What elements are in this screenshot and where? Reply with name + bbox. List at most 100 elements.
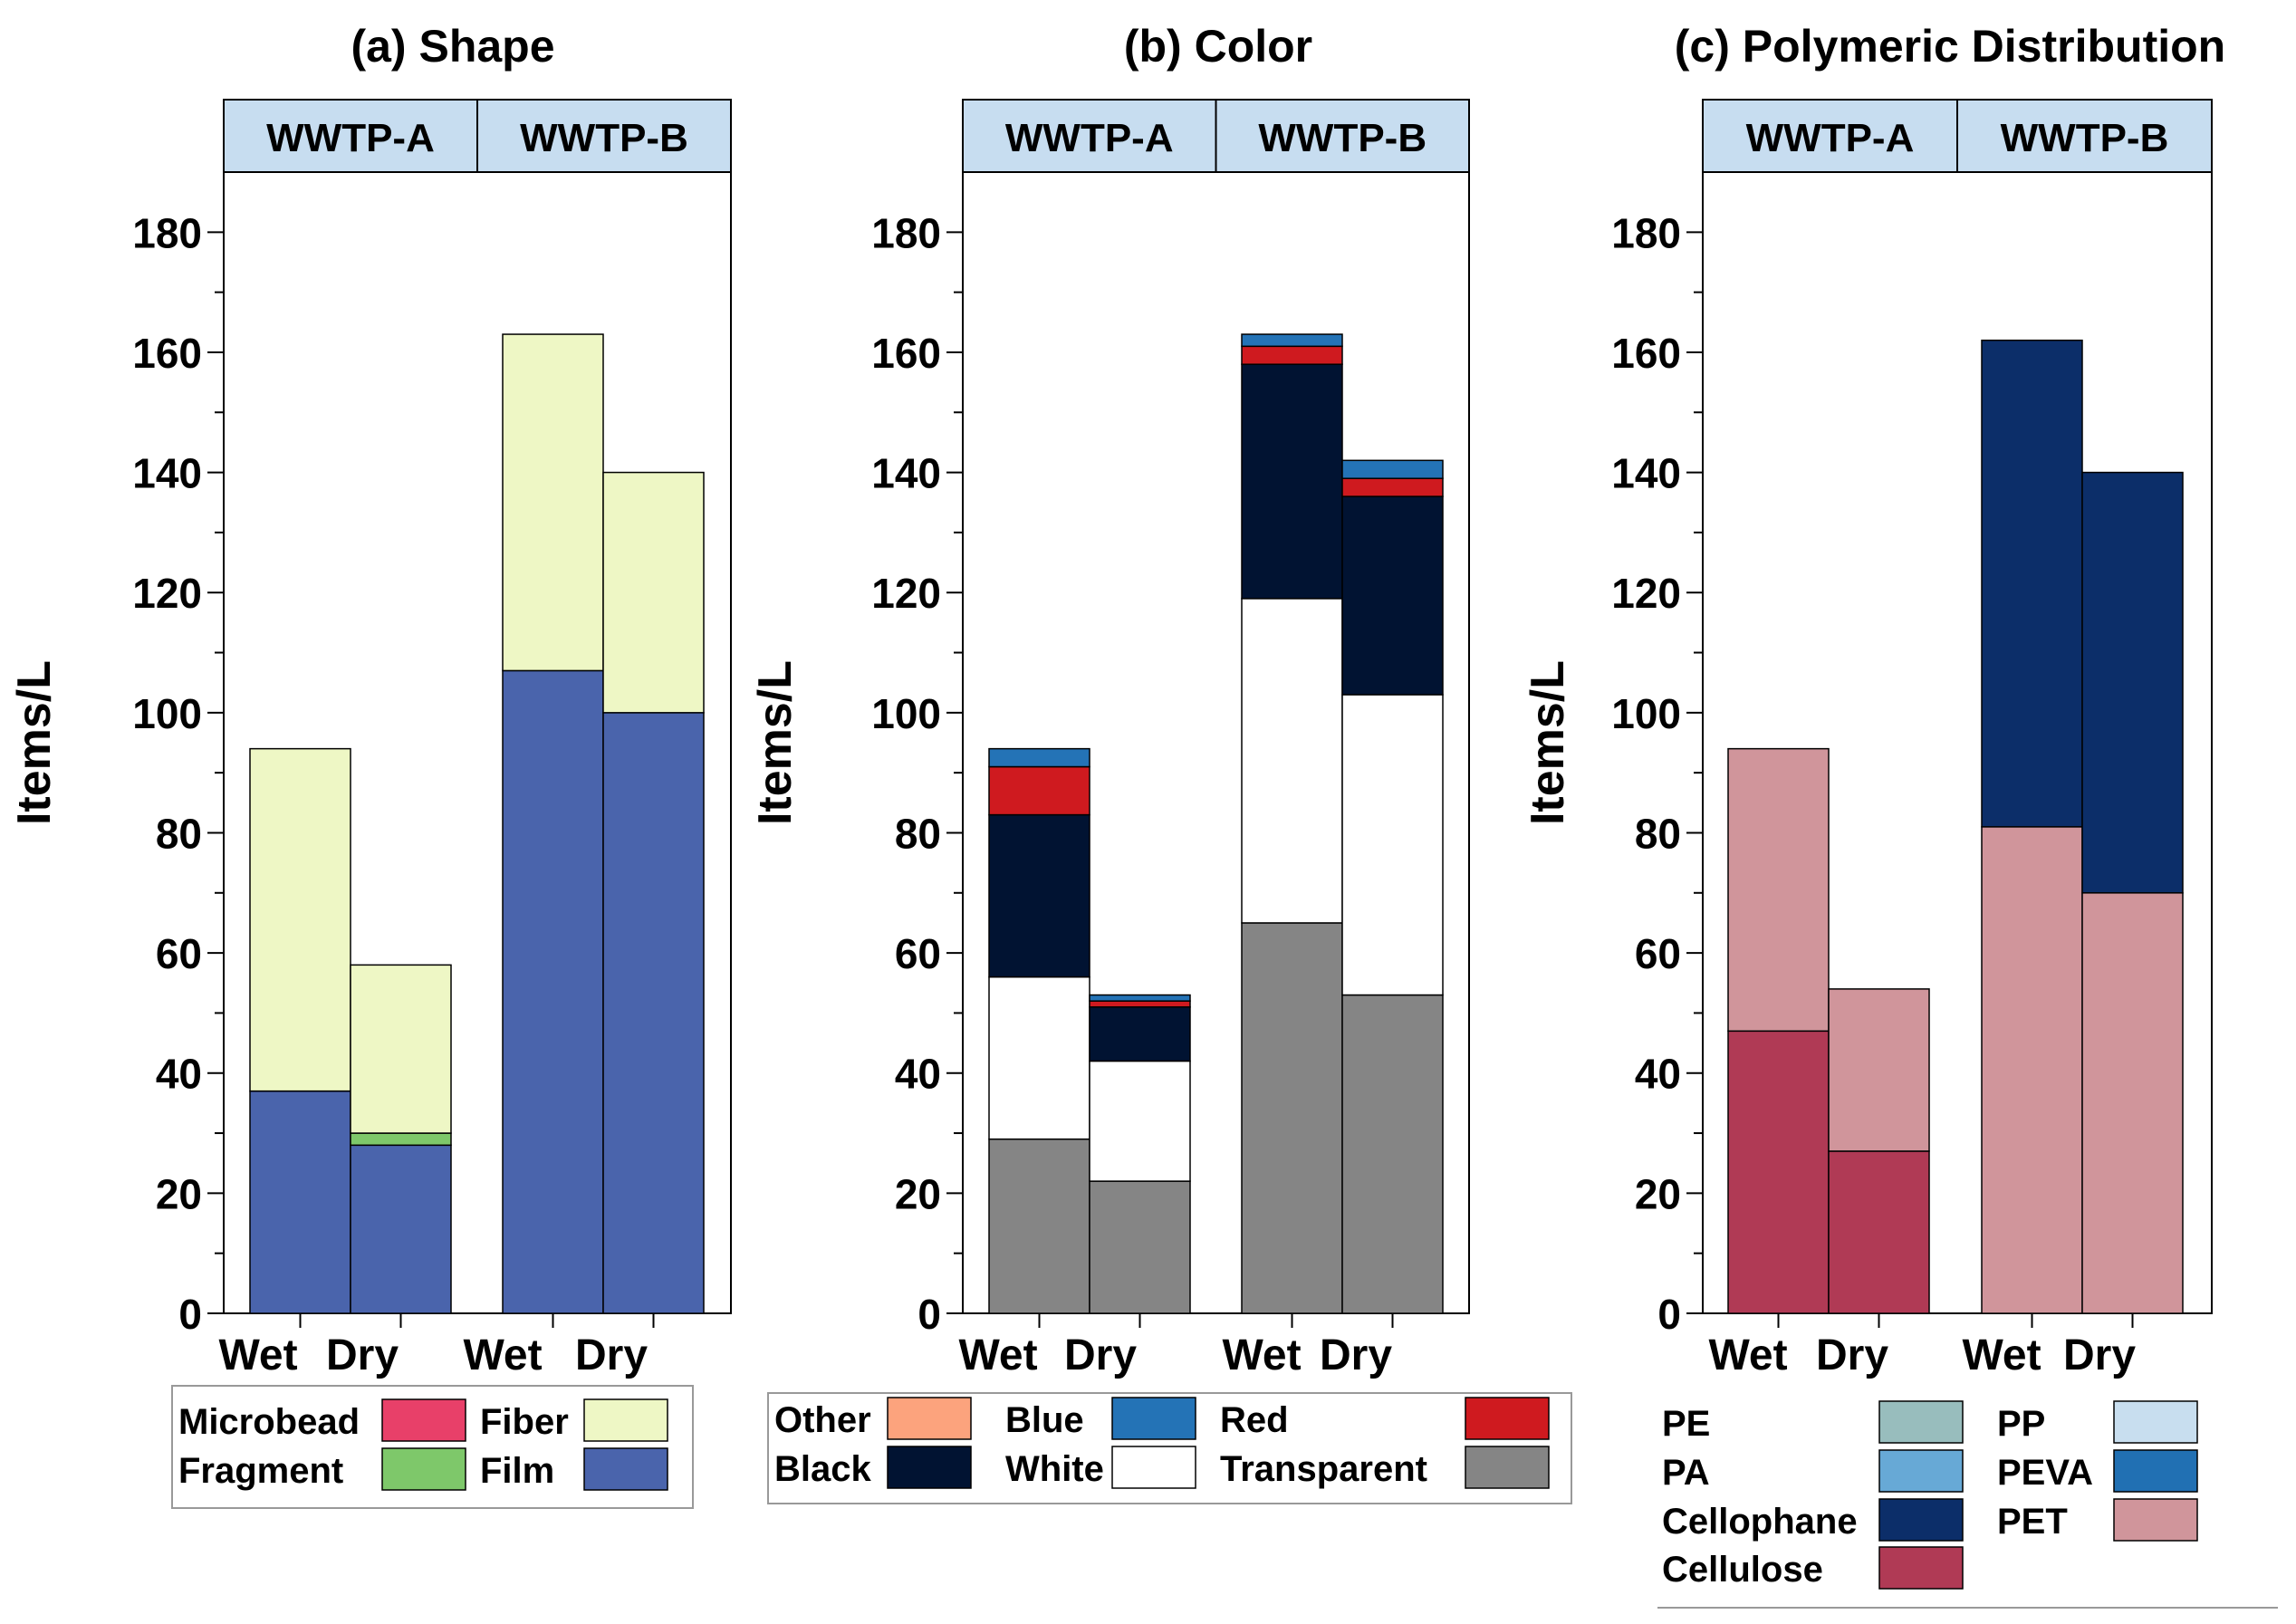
legend-border [767,1392,1572,1504]
y-tick-label: 120 [871,570,941,617]
bar-segment-wwtp-a-dry-blue [1089,994,1191,1002]
facet-label-wwtp-a: WWTP-A [1746,116,1915,160]
legend-swatch-pet [2113,1498,2198,1542]
legend-swatch-cellophane [1878,1498,1964,1542]
bar-segment-wwtp-a-wet-cellulose [1727,1030,1830,1314]
legend-label-cellulose: Cellulose [1662,1550,1823,1590]
y-tick-label: 60 [895,930,941,977]
plot-frame [223,171,732,1314]
bar-segment-wwtp-b-dry-black [1341,495,1444,696]
y-tick-label: 120 [132,570,202,617]
bar-segment-wwtp-b-dry-fiber [602,471,705,714]
x-tick-label-wwtp-a-wet: Wet [218,1331,297,1379]
legend-label-microbead: Microbead [178,1402,360,1442]
legend-swatch-red [1465,1397,1550,1440]
legend-label-white: White [1005,1449,1104,1489]
x-tick-label-wwtp-b-wet: Wet [1222,1331,1301,1379]
legend-label-transparent: Transparent [1220,1449,1427,1489]
bar-segment-wwtp-b-wet-white [1241,598,1343,924]
legend-swatch-film [583,1447,668,1491]
bar-segment-wwtp-a-wet-fiber [249,747,351,1092]
legend-label-red: Red [1220,1400,1289,1440]
y-tick-label: 60 [156,930,202,977]
y-tick-label: 80 [895,810,941,857]
legend-label-pp: PP [1997,1404,2045,1444]
y-tick-label: 120 [1611,570,1681,617]
facet-label-wwtp-b: WWTP-B [1258,116,1427,160]
legend-swatch-pe [1878,1400,1964,1444]
chart-panel-3: (c) Polymeric Distribution WWTP-A WWTP-B 0 2… [1522,21,2278,1609]
bar-segment-wwtp-a-dry-film [350,1144,452,1314]
x-tick-label-wwtp-b-dry: Dry [2063,1331,2136,1379]
y-tick-label: 160 [1611,330,1681,377]
bar-segment-wwtp-a-dry-red [1089,1000,1191,1008]
bar-segment-wwtp-a-wet-film [249,1090,351,1314]
chart-panel-1: (a) Shape WWTP-A WWTP-B 0 20 40 60 80 100 120 140 1… [8,21,732,1509]
legend-swatch-peva [2113,1449,2198,1493]
x-tick-label-wwtp-a-wet: Wet [1708,1331,1787,1379]
x-tick-label-wwtp-a-wet: Wet [958,1331,1037,1379]
bar-segment-wwtp-a-wet-transparent [988,1138,1090,1314]
bar-segment-wwtp-a-dry-fragment [350,1132,452,1147]
bar-segment-wwtp-b-wet-fiber [502,333,604,672]
x-tick-label-wwtp-a-dry: Dry [326,1331,399,1379]
y-tick-label: 0 [1657,1291,1681,1338]
legend-label-film: Film [480,1451,554,1491]
legend-swatch-black [887,1446,972,1489]
y-tick-label: 180 [871,209,941,256]
y-tick-label: 40 [895,1051,941,1098]
bar-segment-wwtp-b-dry-pet [2081,892,2184,1314]
bar-segment-wwtp-a-wet-pet [1727,747,1830,1033]
legend-swatch-cellulose [1878,1546,1964,1590]
y-tick-label: 140 [871,450,941,497]
y-tick-label: 180 [132,209,202,256]
bar-segment-wwtp-a-dry-fiber [350,964,452,1134]
bar-segment-wwtp-b-dry-blue [1341,459,1444,479]
bar-segment-wwtp-b-dry-transparent [1341,994,1444,1314]
bar-segment-wwtp-a-dry-cellulose [1828,1150,1930,1314]
y-axis-label: Items/L [8,660,61,825]
legend-swatch-blue [1111,1397,1196,1440]
y-axis-label: Items/L [1522,660,1574,825]
legend-label-fragment: Fragment [178,1451,343,1491]
bar-segment-wwtp-b-wet-transparent [1241,922,1343,1314]
y-tick-label: 160 [871,330,941,377]
plot-frame [1702,171,2213,1314]
legend-label-pe: PE [1662,1404,1710,1444]
chart-title: (a) Shape [351,21,554,72]
legend-label-blue: Blue [1005,1400,1084,1440]
y-tick-label: 100 [132,690,202,737]
x-tick-label-wwtp-b-wet: Wet [463,1331,542,1379]
facet-label-wwtp-a: WWTP-A [266,116,435,160]
y-tick-label: 180 [1611,209,1681,256]
facet-label-wwtp-a: WWTP-A [1005,116,1174,160]
bar-segment-wwtp-a-dry-pet [1828,988,1930,1152]
bar-segment-wwtp-a-dry-black [1089,1006,1191,1062]
y-tick-label: 40 [156,1051,202,1098]
legend-swatch-transparent [1465,1446,1550,1489]
bar-segment-wwtp-a-dry-white [1089,1060,1191,1182]
y-tick-label: 140 [132,450,202,497]
y-tick-label: 40 [1635,1051,1681,1098]
y-tick-label: 100 [871,690,941,737]
bar-segment-wwtp-b-wet-pet [1981,826,2083,1314]
legend-swatch-fragment [381,1447,466,1491]
legend-label-cellophane: Cellophane [1662,1502,1858,1542]
y-tick-label: 20 [1635,1170,1681,1217]
legend-label-fiber: Fiber [480,1402,569,1442]
legend-swatch-other [887,1397,972,1440]
legend-swatch-pp [2113,1400,2198,1444]
legend-label-peva: PEVA [1997,1453,2093,1493]
legend-label-pa: PA [1662,1453,1710,1493]
y-tick-label: 60 [1635,930,1681,977]
legend-swatch-pa [1878,1449,1964,1493]
facet-label-wwtp-b: WWTP-B [2001,116,2169,160]
y-tick-label: 20 [156,1170,202,1217]
bar-segment-wwtp-a-wet-black [988,813,1090,978]
x-tick-label-wwtp-b-dry: Dry [1320,1331,1392,1379]
facet-label-wwtp-b: WWTP-B [520,116,688,160]
y-tick-label: 20 [895,1170,941,1217]
bar-segment-wwtp-b-wet-red [1241,345,1343,365]
bar-segment-wwtp-b-wet-blue [1241,333,1343,348]
